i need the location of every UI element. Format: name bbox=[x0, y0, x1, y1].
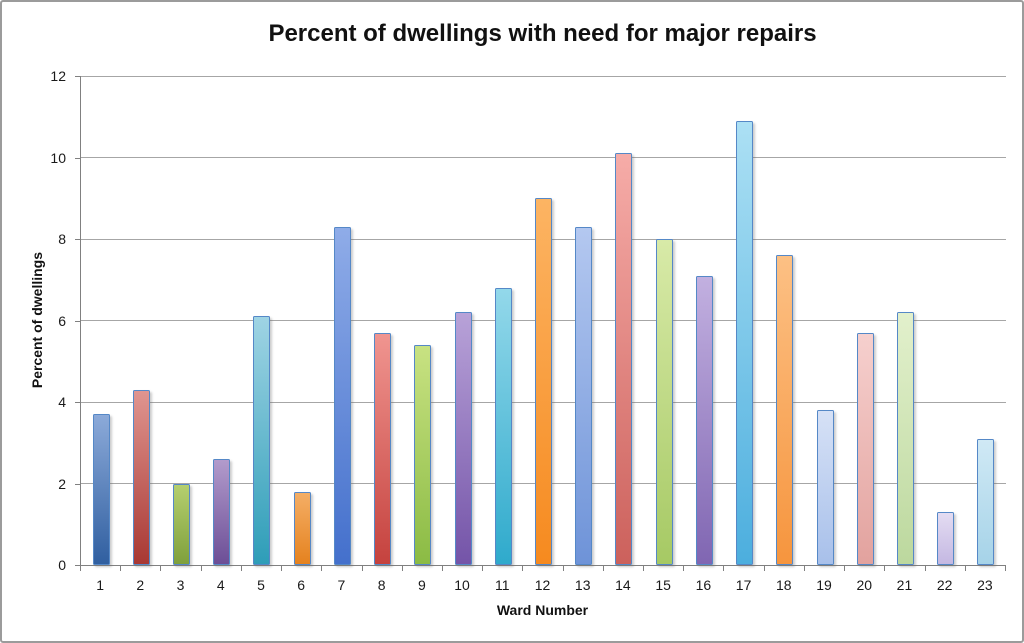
bar-ward-8 bbox=[374, 332, 392, 565]
x-tick-mark-14 bbox=[643, 566, 645, 571]
x-tick-mark-9 bbox=[441, 566, 443, 571]
x-tick-mark-19 bbox=[844, 566, 846, 571]
x-tick-mark-20 bbox=[884, 566, 886, 571]
bar-ward-14 bbox=[615, 153, 633, 565]
y-tick-label-6: 6 bbox=[58, 312, 66, 329]
x-tick-mark-8 bbox=[401, 566, 403, 571]
x-tick-mark-1 bbox=[120, 566, 122, 571]
bar-ward-17 bbox=[736, 120, 754, 565]
x-tick-mark-6 bbox=[321, 566, 323, 571]
y-tick-label-0: 0 bbox=[58, 557, 66, 573]
bar-ward-6 bbox=[293, 491, 311, 565]
y-tick-mark-8 bbox=[75, 239, 80, 240]
chart-title: Percent of dwellings with need for major… bbox=[268, 20, 817, 47]
bar-ward-10 bbox=[454, 312, 472, 565]
plot-area bbox=[80, 75, 1006, 566]
x-tick-label-8: 8 bbox=[377, 577, 386, 593]
x-tick-label-15: 15 bbox=[655, 577, 671, 593]
y-tick-label-4: 4 bbox=[58, 394, 66, 410]
bar-ward-15 bbox=[655, 239, 673, 565]
y-tick-mark-12 bbox=[75, 76, 80, 77]
x-tick-label-23: 23 bbox=[977, 577, 993, 593]
bar-ward-7 bbox=[333, 226, 351, 565]
y-tick-mark-10 bbox=[75, 157, 80, 159]
x-tick-mark-3 bbox=[200, 566, 202, 571]
x-tick-label-17: 17 bbox=[735, 577, 752, 593]
bar-ward-9 bbox=[414, 344, 432, 565]
bar-ward-18 bbox=[776, 255, 794, 565]
y-tick-mark-4 bbox=[75, 402, 80, 403]
bar-ward-20 bbox=[856, 332, 874, 565]
x-tick-mark-21 bbox=[924, 566, 926, 571]
x-tick-label-10: 10 bbox=[454, 577, 470, 593]
x-tick-label-18: 18 bbox=[776, 577, 792, 593]
x-tick-mark-15 bbox=[683, 566, 685, 571]
x-tick-label-21: 21 bbox=[896, 577, 913, 593]
y-tick-mark-2 bbox=[75, 483, 80, 485]
bar-ward-2 bbox=[132, 389, 150, 565]
x-axis-title: Ward Number bbox=[496, 602, 589, 618]
x-tick-mark-0 bbox=[80, 566, 81, 571]
bar-ward-23 bbox=[977, 438, 995, 565]
x-tick-mark-18 bbox=[803, 566, 805, 571]
x-tick-label-22: 22 bbox=[936, 577, 953, 593]
x-tick-label-6: 6 bbox=[297, 577, 306, 593]
gridline-y-10 bbox=[81, 157, 1006, 158]
x-tick-mark-23 bbox=[1005, 566, 1006, 571]
bar-ward-16 bbox=[695, 275, 713, 565]
x-tick-label-13: 13 bbox=[574, 577, 591, 593]
bar-ward-22 bbox=[937, 512, 955, 565]
x-tick-label-16: 16 bbox=[695, 577, 712, 593]
x-tick-mark-12 bbox=[562, 566, 564, 571]
bar-ward-11 bbox=[494, 287, 512, 565]
x-tick-mark-17 bbox=[763, 566, 765, 571]
x-tick-label-20: 20 bbox=[856, 577, 873, 593]
x-tick-label-9: 9 bbox=[417, 577, 426, 593]
bar-ward-13 bbox=[575, 226, 593, 565]
x-tick-mark-10 bbox=[482, 566, 484, 571]
y-tick-mark-6 bbox=[75, 320, 80, 322]
x-tick-mark-2 bbox=[160, 566, 162, 571]
y-tick-label-8: 8 bbox=[58, 231, 66, 247]
x-tick-label-1: 1 bbox=[96, 577, 104, 593]
x-tick-label-12: 12 bbox=[534, 577, 551, 593]
bar-ward-1 bbox=[92, 414, 110, 565]
bar-ward-19 bbox=[816, 410, 834, 565]
x-tick-label-2: 2 bbox=[136, 577, 145, 593]
bar-ward-3 bbox=[173, 483, 191, 565]
x-tick-label-3: 3 bbox=[176, 577, 185, 593]
x-tick-mark-7 bbox=[361, 566, 363, 571]
bar-ward-12 bbox=[535, 198, 552, 565]
x-tick-mark-22 bbox=[964, 566, 966, 571]
x-tick-mark-5 bbox=[281, 566, 283, 571]
x-tick-label-19: 19 bbox=[816, 577, 832, 593]
bar-ward-21 bbox=[896, 312, 914, 565]
x-tick-label-4: 4 bbox=[216, 577, 225, 593]
gridline-y-12 bbox=[81, 75, 1006, 77]
y-tick-label-10: 10 bbox=[50, 149, 66, 166]
x-tick-mark-13 bbox=[602, 566, 604, 571]
y-tick-label-12: 12 bbox=[50, 68, 66, 84]
bar-ward-5 bbox=[253, 316, 271, 565]
x-tick-label-7: 7 bbox=[337, 577, 346, 593]
x-tick-mark-4 bbox=[240, 566, 242, 571]
x-tick-label-14: 14 bbox=[615, 577, 631, 593]
x-tick-label-5: 5 bbox=[257, 577, 265, 593]
x-tick-label-11: 11 bbox=[495, 577, 510, 593]
y-tick-label-2: 2 bbox=[58, 475, 66, 492]
x-tick-mark-11 bbox=[522, 566, 524, 571]
y-tick-mark-0 bbox=[75, 565, 80, 566]
bar-ward-4 bbox=[213, 459, 231, 565]
x-tick-mark-16 bbox=[723, 566, 725, 571]
